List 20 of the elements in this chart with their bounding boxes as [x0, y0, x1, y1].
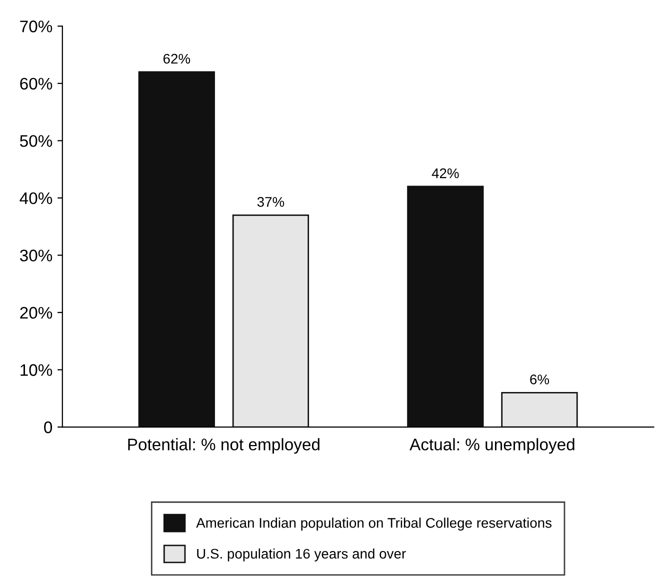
legend-label: U.S. population 16 years and over: [197, 548, 406, 562]
data-label: 42%: [432, 168, 459, 178]
y-tick-label: 30%: [20, 250, 52, 262]
bar: [232, 214, 310, 428]
data-label: 6%: [530, 374, 550, 384]
y-tick-label: 10%: [20, 364, 52, 376]
y-tick-label: 70%: [20, 20, 52, 32]
y-tick-label: 0: [44, 421, 52, 434]
legend-label: American Indian population on Tribal College reservations: [196, 518, 552, 531]
data-label: 37%: [257, 197, 284, 207]
bar: [138, 71, 215, 428]
x-tick-label: Potential: % not employed: [128, 438, 320, 454]
x-tick-label: Actual: % unemployed: [410, 438, 574, 454]
y-tick-label: 40%: [20, 192, 52, 204]
data-label: 62%: [163, 54, 190, 64]
y-tick-label: 60%: [20, 78, 52, 90]
y-tick-label: 20%: [20, 306, 52, 319]
bar: [407, 186, 484, 428]
y-tick-label: 50%: [20, 135, 52, 147]
bar: [501, 392, 578, 428]
